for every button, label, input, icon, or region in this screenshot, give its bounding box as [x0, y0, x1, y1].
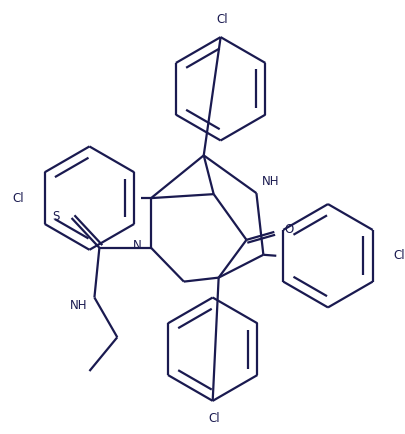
Text: NH: NH: [70, 299, 87, 312]
Text: S: S: [52, 210, 60, 223]
Text: Cl: Cl: [217, 13, 228, 26]
Text: NH: NH: [261, 175, 279, 188]
Text: Cl: Cl: [209, 412, 220, 425]
Text: Cl: Cl: [12, 192, 24, 204]
Text: N: N: [132, 239, 141, 252]
Text: O: O: [284, 224, 294, 237]
Text: Cl: Cl: [394, 249, 405, 262]
